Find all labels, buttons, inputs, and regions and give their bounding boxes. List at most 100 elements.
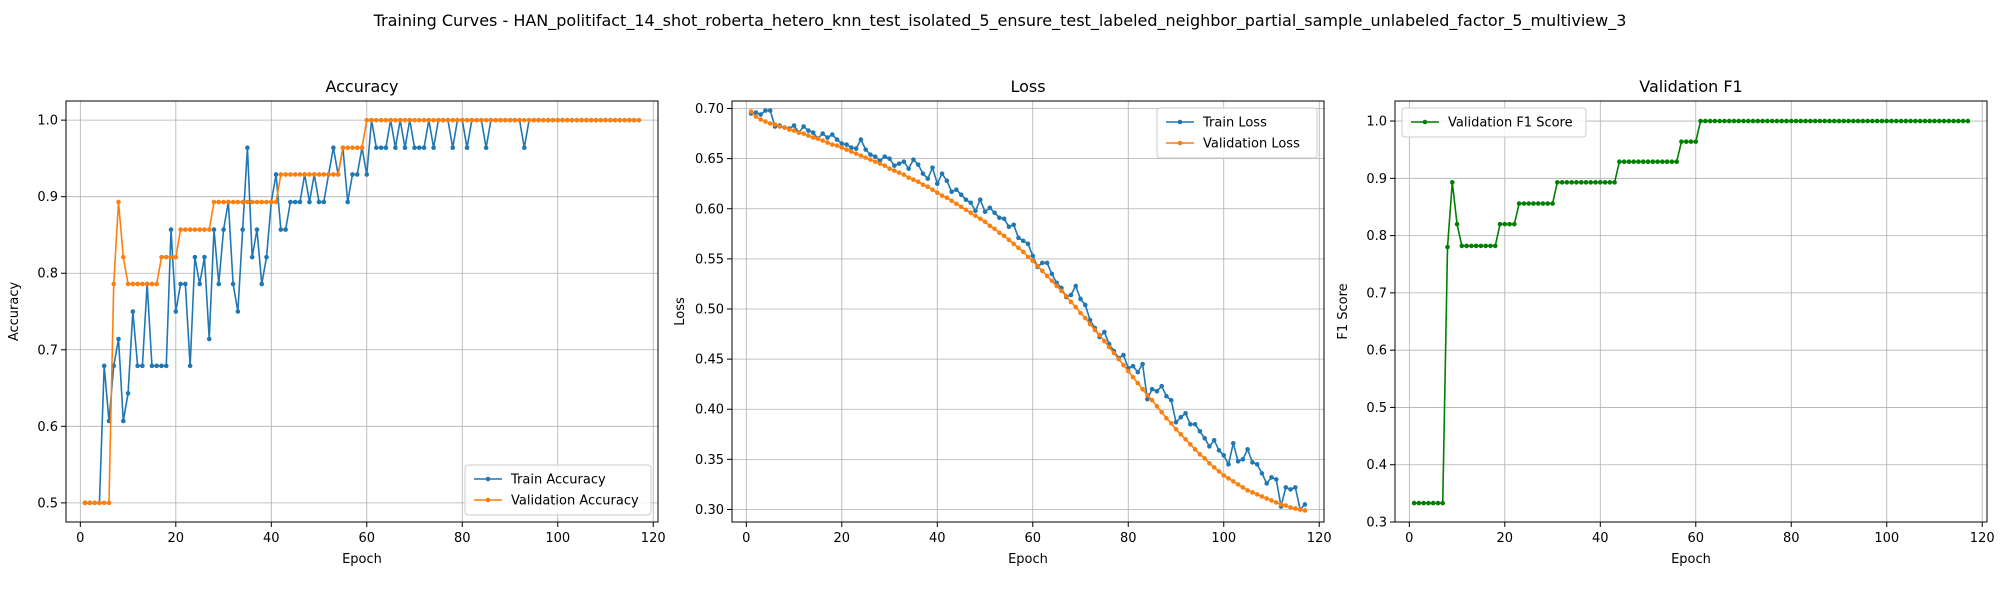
data-point <box>1073 283 1079 289</box>
data-point <box>1793 118 1799 124</box>
data-point <box>1154 403 1160 409</box>
x-tick-label: 0 <box>1405 531 1413 546</box>
data-point <box>1870 118 1875 124</box>
data-point <box>1168 420 1174 426</box>
chart-0: 0 20 40 60 80 100 120 0.5 0.6 0.7 0.8 0.9 1.0 Accurac… <box>7 77 666 567</box>
data-point <box>431 117 436 123</box>
data-point <box>944 195 950 201</box>
data-point <box>1078 310 1083 316</box>
x-tick-label: 120 <box>1970 531 1995 546</box>
data-point <box>1288 505 1293 510</box>
data-point <box>1774 118 1780 124</box>
data-point <box>1059 288 1064 294</box>
data-point <box>445 117 451 123</box>
data-point <box>992 210 997 216</box>
data-point <box>949 189 954 195</box>
data-point <box>1006 224 1012 230</box>
data-point <box>1593 180 1598 185</box>
y-tick-label: 0.60 <box>695 202 724 217</box>
x-tick-label: 100 <box>1874 531 1899 546</box>
data-point <box>1607 180 1613 185</box>
data-point <box>288 172 293 177</box>
data-point <box>1932 118 1937 124</box>
data-point <box>211 227 217 232</box>
data-point <box>992 226 997 232</box>
data-point <box>1426 500 1431 506</box>
data-point <box>1526 201 1531 206</box>
data-point <box>858 137 864 142</box>
data-point <box>202 227 207 232</box>
data-point <box>416 117 422 123</box>
data-point <box>801 124 806 129</box>
data-point <box>273 199 279 205</box>
plot-area <box>732 101 1324 522</box>
legend-marker-swatch <box>1177 119 1183 125</box>
data-point <box>1674 159 1679 165</box>
data-point <box>1082 315 1088 321</box>
data-point <box>1492 243 1498 249</box>
data-point <box>144 281 150 287</box>
data-point <box>1173 426 1179 432</box>
data-point <box>1040 260 1045 266</box>
data-point <box>574 117 580 123</box>
data-point <box>758 117 763 122</box>
data-point <box>1230 479 1236 484</box>
data-point <box>1159 383 1164 389</box>
legend-box <box>464 464 652 516</box>
data-point <box>206 336 212 342</box>
data-point <box>1564 180 1570 185</box>
data-point <box>1202 436 1207 441</box>
data-point <box>930 187 935 193</box>
data-point <box>1054 283 1059 289</box>
data-point <box>1588 180 1594 185</box>
data-point <box>915 162 921 167</box>
data-point <box>930 165 935 170</box>
data-point <box>1207 461 1212 466</box>
data-point <box>1250 490 1255 495</box>
data-point <box>1040 268 1045 274</box>
data-point <box>1092 327 1098 333</box>
x-tick-label: 80 <box>454 531 471 546</box>
data-point <box>216 281 222 287</box>
axes-frame <box>65 100 659 523</box>
data-point <box>1116 356 1122 362</box>
data-point <box>1111 350 1117 356</box>
data-point <box>378 117 384 123</box>
data-point <box>1283 485 1289 490</box>
y-tick-label: 0.40 <box>695 403 724 418</box>
data-point <box>1020 238 1026 244</box>
data-point <box>1197 452 1203 457</box>
data-point <box>1035 263 1040 269</box>
data-point <box>159 363 164 369</box>
data-point <box>421 117 427 123</box>
data-point <box>906 166 911 171</box>
data-point <box>1102 329 1107 335</box>
data-point <box>1068 299 1074 305</box>
data-point <box>825 140 830 145</box>
data-point <box>264 254 269 260</box>
data-point <box>1245 488 1250 493</box>
data-point <box>268 199 274 205</box>
data-point <box>772 122 778 127</box>
data-point <box>307 172 312 177</box>
data-point <box>1145 392 1150 398</box>
data-point <box>1145 396 1150 402</box>
data-point <box>1502 221 1508 227</box>
data-point <box>345 199 350 205</box>
data-point <box>111 281 117 287</box>
data-point <box>954 201 959 207</box>
data-point <box>140 363 145 369</box>
data-point <box>1688 139 1694 144</box>
y-axis-label: Loss <box>673 297 688 326</box>
data-point <box>1149 386 1155 392</box>
data-point <box>939 193 945 199</box>
x-tick-label: 20 <box>1497 531 1514 546</box>
data-point <box>1211 465 1217 470</box>
data-point <box>896 170 902 175</box>
data-point <box>541 117 546 123</box>
series-1 <box>748 109 1308 513</box>
data-point <box>502 117 508 123</box>
data-point <box>906 175 911 180</box>
y-tick-label: 0.6 <box>1366 344 1387 359</box>
data-point <box>1612 180 1617 185</box>
